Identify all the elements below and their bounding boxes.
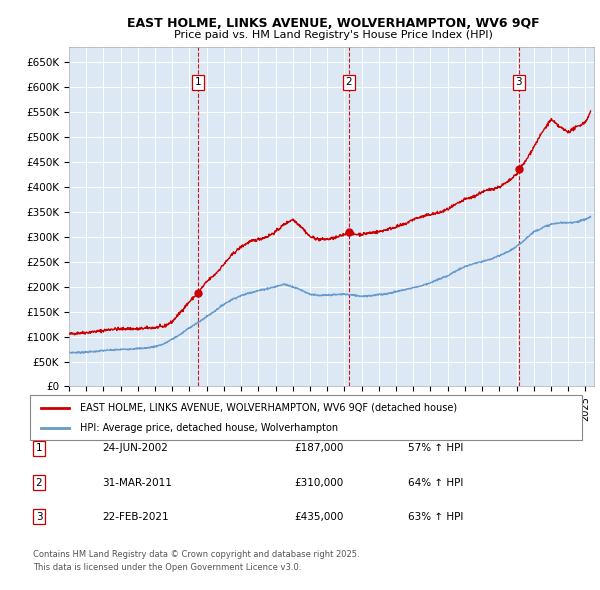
Text: EAST HOLME, LINKS AVENUE, WOLVERHAMPTON, WV6 9QF (detached house): EAST HOLME, LINKS AVENUE, WOLVERHAMPTON,… [80,403,457,412]
FancyBboxPatch shape [30,395,582,440]
Text: 1: 1 [35,444,43,453]
Text: £187,000: £187,000 [294,444,343,453]
Text: 64% ↑ HPI: 64% ↑ HPI [408,478,463,487]
Text: 63% ↑ HPI: 63% ↑ HPI [408,512,463,522]
Text: Price paid vs. HM Land Registry's House Price Index (HPI): Price paid vs. HM Land Registry's House … [173,31,493,40]
Text: 57% ↑ HPI: 57% ↑ HPI [408,444,463,453]
Text: 2: 2 [346,77,352,87]
Text: 3: 3 [35,512,43,522]
Text: HPI: Average price, detached house, Wolverhampton: HPI: Average price, detached house, Wolv… [80,424,338,434]
Text: 1: 1 [194,77,201,87]
Text: 24-JUN-2002: 24-JUN-2002 [102,444,168,453]
Text: 2: 2 [35,478,43,487]
Text: £310,000: £310,000 [294,478,343,487]
Text: £435,000: £435,000 [294,512,343,522]
Text: 22-FEB-2021: 22-FEB-2021 [102,512,169,522]
Text: EAST HOLME, LINKS AVENUE, WOLVERHAMPTON, WV6 9QF: EAST HOLME, LINKS AVENUE, WOLVERHAMPTON,… [127,17,539,30]
Text: Contains HM Land Registry data © Crown copyright and database right 2025.: Contains HM Land Registry data © Crown c… [33,550,359,559]
Text: 31-MAR-2011: 31-MAR-2011 [102,478,172,487]
Text: 3: 3 [515,77,522,87]
Text: This data is licensed under the Open Government Licence v3.0.: This data is licensed under the Open Gov… [33,563,301,572]
